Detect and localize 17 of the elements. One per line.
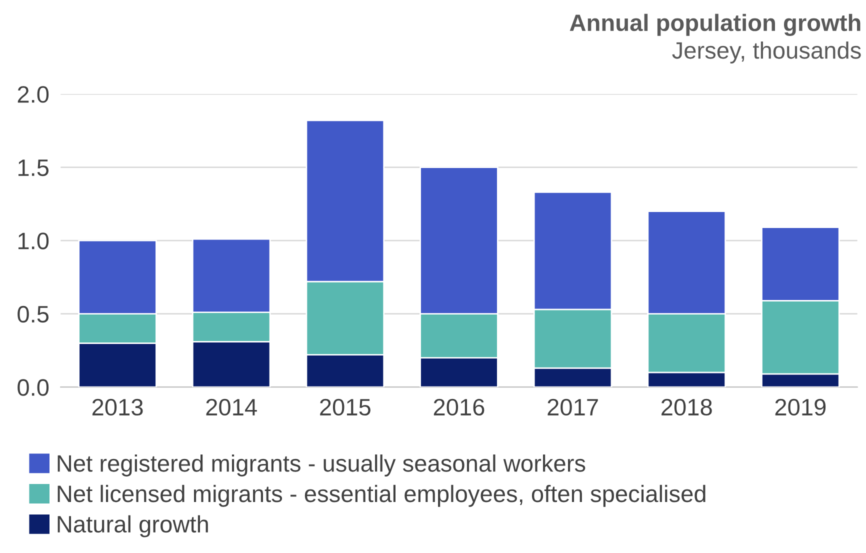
legend-label: Natural growth (58, 515, 208, 538)
x-tick-label: 2014 (206, 398, 257, 416)
legend-label: Net licensed migrants - essential employees, often specialised (58, 484, 706, 507)
x-tick-label: 2018 (662, 398, 712, 416)
x-tick-label: 2019 (775, 398, 826, 416)
x-tick-label: 2017 (548, 398, 598, 416)
chart-title: Annual population growth (570, 14, 860, 36)
y-tick-label: 1.5 (18, 160, 49, 176)
y-tick-label: 2.0 (18, 86, 49, 103)
chart-subtitle: Jersey, thousands (672, 41, 861, 64)
x-tick-label: 2016 (434, 398, 484, 416)
legend-label: Net registered migrants - usually seasonal workers (58, 454, 586, 476)
x-tick-label: 2013 (92, 398, 143, 416)
y-tick-label: 0.5 (18, 306, 49, 323)
y-tick-label: 0.0 (18, 379, 49, 396)
y-tick-label: 1.0 (18, 232, 49, 250)
x-tick-label: 2015 (320, 398, 370, 416)
